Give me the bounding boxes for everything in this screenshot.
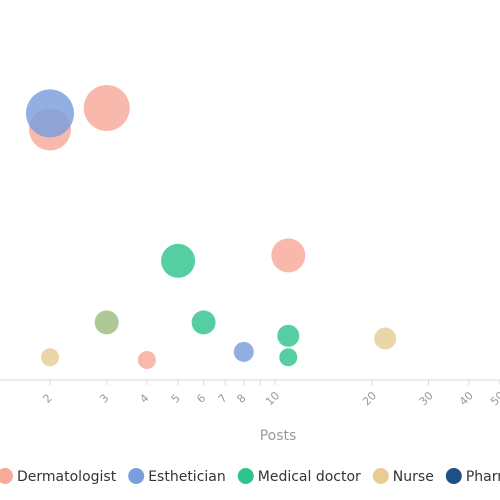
x-tick-label: 2 bbox=[41, 392, 55, 406]
x-tick-label: 50 bbox=[488, 389, 500, 408]
x-tick-label: 10 bbox=[263, 389, 282, 408]
bubble-nurse-1[interactable] bbox=[374, 327, 397, 350]
bubble-medical-doctor-2[interactable] bbox=[277, 324, 300, 347]
bubble-medical-doctor-3[interactable] bbox=[279, 348, 298, 367]
legend-swatch bbox=[128, 468, 145, 484]
x-tick-label: 20 bbox=[360, 389, 379, 408]
x-tick-label: 8 bbox=[234, 392, 248, 406]
legend-label[interactable]: Nurse bbox=[393, 469, 434, 485]
bubble-esthetician-0[interactable] bbox=[26, 89, 74, 138]
legend-label[interactable]: Medical doctor bbox=[258, 469, 361, 485]
legend-label[interactable]: Pharmacist bbox=[466, 469, 500, 485]
legend: Dermatologist Esthetician Medical doctor Nu… bbox=[0, 468, 500, 485]
x-tick-label: 5 bbox=[169, 392, 183, 406]
bubble-layer bbox=[26, 85, 397, 369]
legend-swatch bbox=[0, 468, 13, 484]
x-tick-label: 40 bbox=[457, 389, 476, 408]
bubble-medical-doctor-0[interactable] bbox=[161, 243, 196, 278]
x-tick-label: 3 bbox=[97, 392, 111, 406]
bubble-dermatologist-1[interactable] bbox=[83, 85, 130, 131]
legend-swatch bbox=[372, 468, 389, 484]
bubble-esthetician-1[interactable] bbox=[233, 341, 254, 362]
bubble-dermatologist-2[interactable] bbox=[137, 351, 156, 369]
legend-label[interactable]: Dermatologist bbox=[17, 469, 117, 485]
bubble-medical-doctor-1[interactable] bbox=[191, 310, 216, 335]
x-tick-label: 30 bbox=[417, 389, 436, 408]
bubble-nurse-0[interactable] bbox=[41, 348, 59, 367]
bubble-dermatologist-3[interactable] bbox=[271, 238, 306, 273]
legend-label[interactable]: Esthetician bbox=[148, 469, 226, 485]
bubble-unlabeled-0[interactable] bbox=[94, 310, 119, 335]
x-tick-label: 7 bbox=[216, 392, 230, 406]
legend-swatch bbox=[445, 468, 462, 484]
x-tick-label: 4 bbox=[137, 392, 151, 406]
x-tick-label: 6 bbox=[194, 392, 208, 406]
x-axis-label: Posts bbox=[260, 428, 297, 444]
legend-swatch bbox=[237, 468, 254, 484]
x-axis-ticks: 2 3 4 5 6 7 8 10 20 30 40 50 bbox=[41, 380, 500, 408]
